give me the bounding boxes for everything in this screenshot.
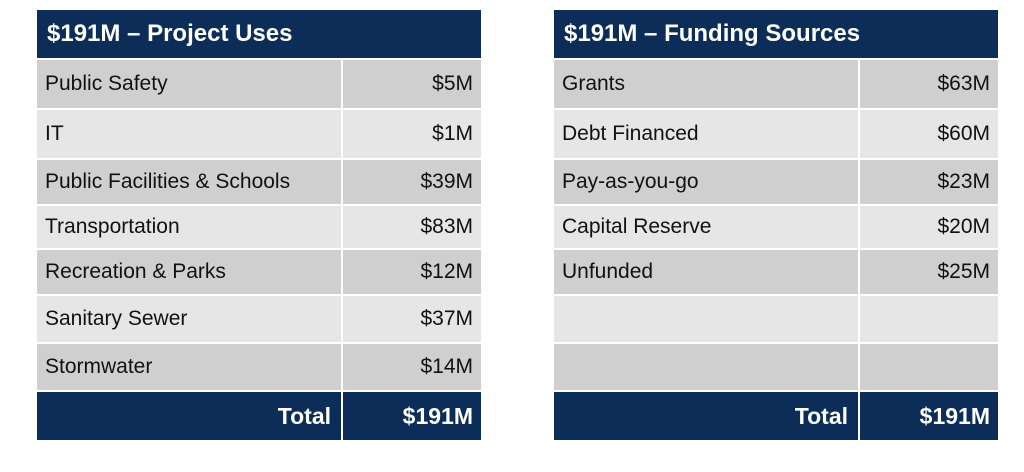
row-label: Public Facilities & Schools xyxy=(37,160,343,204)
row-value: $14M xyxy=(420,355,473,378)
total-value: $191M xyxy=(919,402,990,429)
row-label: Pay-as-you-go xyxy=(554,160,860,204)
row-value: $12M xyxy=(420,260,473,283)
table-row xyxy=(554,294,998,342)
table-row: Sanitary Sewer $37M xyxy=(37,294,481,342)
funding-sources-title: $191M – Funding Sources xyxy=(554,10,998,58)
row-value xyxy=(860,344,998,390)
table-row: Recreation & Parks $12M xyxy=(37,248,481,294)
row-label: Sanitary Sewer xyxy=(37,296,343,342)
row-label xyxy=(554,296,860,342)
row-value: $5M xyxy=(432,72,473,95)
row-value: $39M xyxy=(420,170,473,193)
row-label: Debt Financed xyxy=(554,110,860,158)
funding-sources-table: $191M – Funding Sources Grants $63M Debt… xyxy=(554,10,998,440)
project-uses-table: $191M – Project Uses Public Safety $5M I… xyxy=(37,10,481,440)
table-row: Unfunded $25M xyxy=(554,248,998,294)
table-row: IT $1M xyxy=(37,108,481,158)
total-label: Total xyxy=(37,392,343,440)
row-label: Unfunded xyxy=(554,250,860,294)
row-value: $20M xyxy=(937,215,990,238)
table-row: Capital Reserve $20M xyxy=(554,204,998,248)
total-value: $191M xyxy=(402,402,473,429)
row-value: $25M xyxy=(937,260,990,283)
row-label: Capital Reserve xyxy=(554,206,860,248)
table-row: Stormwater $14M xyxy=(37,342,481,390)
project-uses-title: $191M – Project Uses xyxy=(37,10,481,58)
table-row xyxy=(554,342,998,390)
row-label xyxy=(554,344,860,390)
row-label: IT xyxy=(37,110,343,158)
row-value: $83M xyxy=(420,215,473,238)
row-label: Transportation xyxy=(37,206,343,248)
row-label: Public Safety xyxy=(37,60,343,108)
table-row: Debt Financed $60M xyxy=(554,108,998,158)
row-value: $63M xyxy=(937,72,990,95)
total-row: Total $191M xyxy=(554,390,998,440)
row-value: $37M xyxy=(420,307,473,330)
table-row: Grants $63M xyxy=(554,58,998,108)
row-value: $60M xyxy=(937,122,990,145)
total-label: Total xyxy=(554,392,860,440)
table-row: Pay-as-you-go $23M xyxy=(554,158,998,204)
total-row: Total $191M xyxy=(37,390,481,440)
row-value: $1M xyxy=(432,122,473,145)
row-label: Recreation & Parks xyxy=(37,250,343,294)
row-value xyxy=(860,296,998,342)
table-row: Public Facilities & Schools $39M xyxy=(37,158,481,204)
row-label: Stormwater xyxy=(37,344,343,390)
row-label: Grants xyxy=(554,60,860,108)
row-value: $23M xyxy=(937,170,990,193)
table-row: Transportation $83M xyxy=(37,204,481,248)
table-row: Public Safety $5M xyxy=(37,58,481,108)
